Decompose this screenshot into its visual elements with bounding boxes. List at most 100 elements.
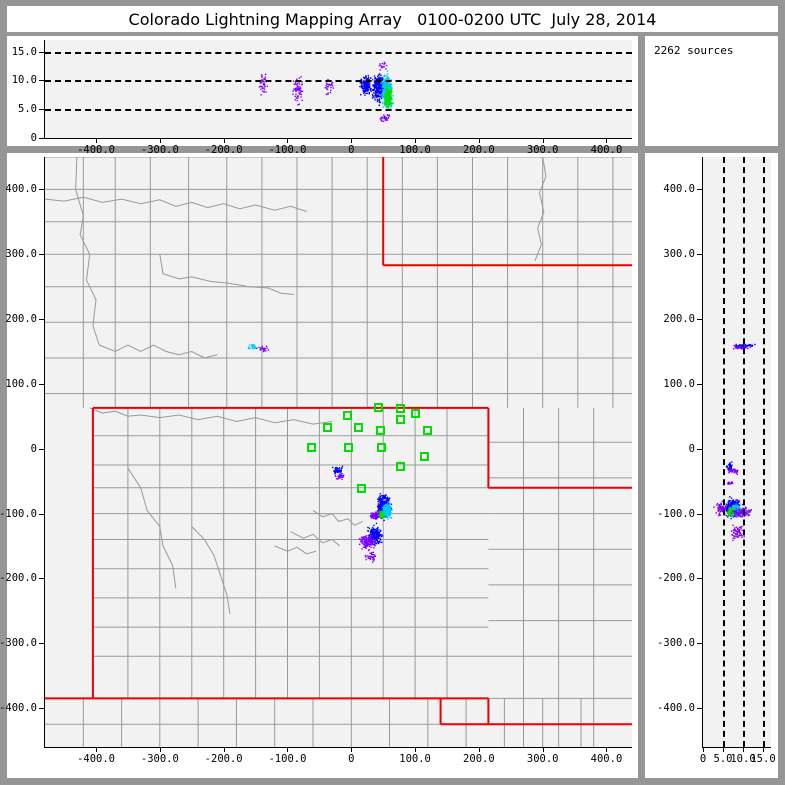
y-tick-label: 300.0 <box>5 248 37 261</box>
x-tick <box>223 747 225 752</box>
y-tick-label: 5.0 <box>18 103 37 116</box>
x-tick <box>223 138 225 143</box>
y-tick-label: -400.0 <box>0 702 37 715</box>
y-tick-label: 300.0 <box>663 248 695 261</box>
y-tick-label: 100.0 <box>5 377 37 390</box>
y-tick-label: -200.0 <box>0 572 37 585</box>
x-tick <box>287 747 289 752</box>
x-tick-label: 5.0 <box>713 753 733 765</box>
y-tick <box>39 138 45 139</box>
gridline-horizontal <box>45 80 632 83</box>
y-tick <box>39 254 45 256</box>
gridline-vertical <box>763 157 765 747</box>
lma-station-marker <box>410 408 420 418</box>
y-tick-label: 400.0 <box>5 183 37 196</box>
x-tick-label: 0 <box>348 753 355 765</box>
y-tick-label: -300.0 <box>657 637 695 650</box>
x-tick <box>287 138 289 143</box>
y-tick-label: -100.0 <box>657 507 695 520</box>
x-axis-line <box>44 138 632 139</box>
x-tick <box>542 138 544 143</box>
y-axis-line <box>702 157 703 748</box>
y-tick <box>39 448 45 450</box>
gridline-horizontal <box>45 51 632 54</box>
y-tick-label: 200.0 <box>663 313 695 326</box>
altitude-vs-east-west-plot <box>45 40 632 138</box>
x-tick <box>606 138 608 143</box>
x-tick-label: -300.0 <box>140 753 179 765</box>
x-tick <box>478 138 480 143</box>
x-tick-label: 15.0 <box>750 753 776 765</box>
gridline-horizontal <box>45 109 632 112</box>
page-title: Colorado Lightning Mapping Array 0100-02… <box>128 9 657 29</box>
x-tick-label: 100.0 <box>399 753 431 765</box>
lma-station-marker <box>395 415 405 425</box>
lma-station-marker <box>422 426 432 436</box>
y-tick-label: 0 <box>30 442 37 455</box>
y-tick-label: 15.0 <box>11 45 37 58</box>
x-tick <box>159 747 161 752</box>
x-tick <box>159 138 161 143</box>
y-tick <box>39 643 45 645</box>
x-tick-label: -400.0 <box>77 753 115 765</box>
x-tick-label: 200.0 <box>463 753 495 765</box>
x-tick-label: -200.0 <box>204 753 243 765</box>
y-tick <box>39 319 45 321</box>
window-title-bar: Colorado Lightning Mapping Array 0100-02… <box>7 6 778 32</box>
y-tick <box>39 51 45 53</box>
lma-station-marker <box>376 426 386 436</box>
x-tick <box>96 138 98 143</box>
y-tick <box>39 578 45 580</box>
altitude-vs-north-south-panel: 0 5.0 10.0 15.0 -400.0 -300.0 -200.0 -100.0 0 100… <box>645 153 778 778</box>
x-tick-label: 300.0 <box>526 753 559 765</box>
altitude-vs-north-south-plot <box>703 157 771 747</box>
y-tick-label: 10.0 <box>11 74 37 87</box>
lma-station-marker <box>356 483 366 493</box>
x-tick-label: 0 <box>699 753 707 765</box>
y-tick <box>39 109 45 111</box>
y-tick <box>697 189 703 191</box>
y-tick <box>39 513 45 515</box>
x-tick <box>763 747 764 752</box>
y-tick-label: 100.0 <box>663 377 695 390</box>
x-tick <box>743 747 744 752</box>
right-panel-sources <box>713 343 756 541</box>
altitude-vs-east-west-panel: -400.0 -300.0 -200.0 -100.0 0 100.0 200.0 300.0… <box>7 36 638 156</box>
y-tick-label: 200.0 <box>5 313 37 326</box>
x-tick-label: 0 <box>348 144 355 156</box>
x-tick <box>96 747 98 752</box>
x-tick-label: -100.0 <box>268 753 307 765</box>
lma-station-marker <box>420 452 430 462</box>
y-axis-line <box>44 157 45 748</box>
y-tick <box>39 80 45 82</box>
y-tick <box>39 189 45 191</box>
sources-count-label: 2262 sources <box>654 44 734 57</box>
y-tick <box>697 254 703 256</box>
x-tick-label: 400.0 <box>590 753 623 765</box>
y-tick-label: -100.0 <box>0 507 37 520</box>
lma-station-marker <box>377 442 387 452</box>
lma-station-marker <box>354 422 364 432</box>
top-panel-sources <box>258 61 395 122</box>
x-tick <box>478 747 480 752</box>
y-tick <box>697 708 703 710</box>
y-tick <box>39 383 45 385</box>
x-tick <box>351 747 353 752</box>
x-tick <box>723 747 724 752</box>
y-tick <box>39 708 45 710</box>
geography-overlay <box>45 157 632 747</box>
y-tick-label: -300.0 <box>0 637 37 650</box>
x-tick <box>542 747 544 752</box>
lma-station-marker <box>322 422 332 432</box>
x-axis-line <box>702 747 771 748</box>
x-tick <box>415 747 417 752</box>
lma-station-marker <box>307 442 317 452</box>
map-sources <box>247 343 393 563</box>
y-tick-label: 0 <box>30 132 37 144</box>
lma-station-marker <box>395 461 405 471</box>
lma-station-marker <box>342 410 352 420</box>
y-tick-label: 0 <box>688 442 695 455</box>
sources-count-panel: 2262 sources <box>645 36 778 146</box>
y-tick <box>697 319 703 321</box>
